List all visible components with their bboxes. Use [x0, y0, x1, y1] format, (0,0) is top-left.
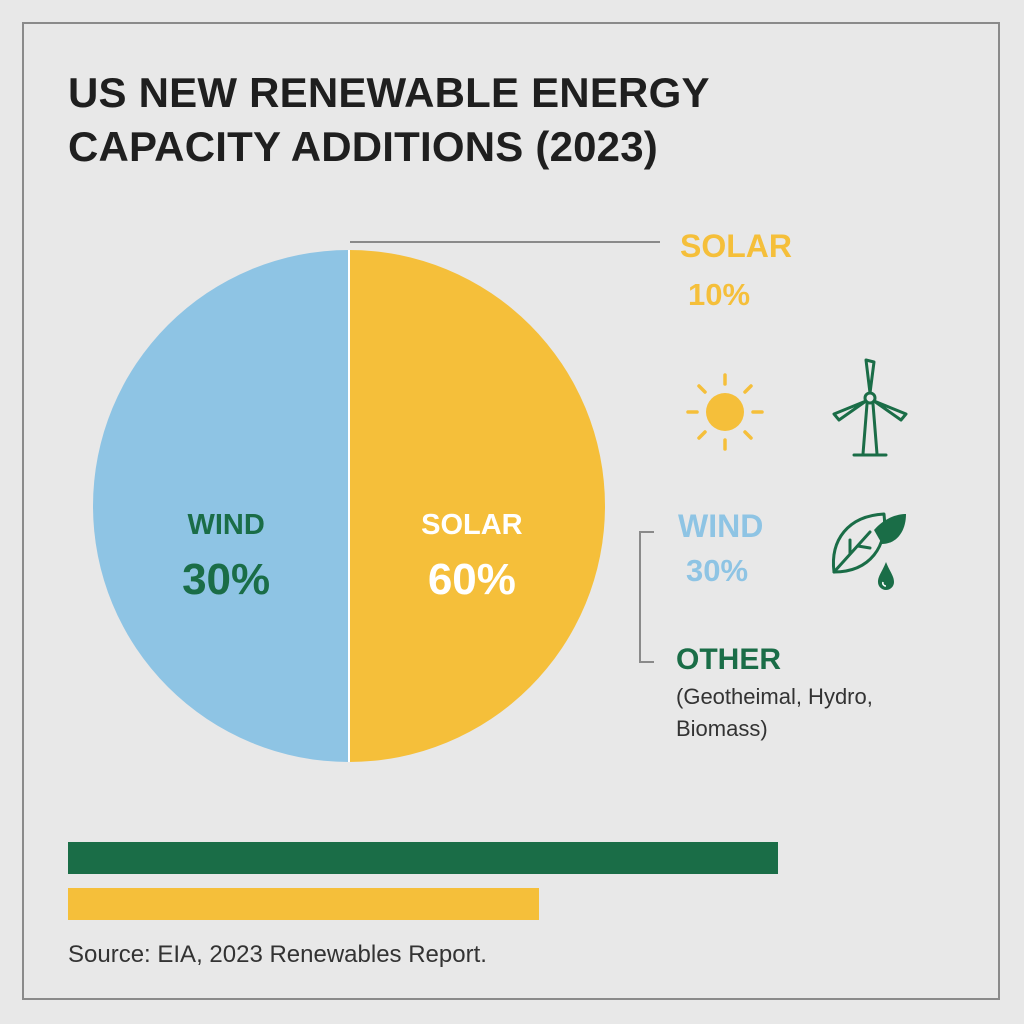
legend-solar-value: 10% — [688, 277, 751, 312]
source-note: Source: EIA, 2023 Renewables Report. — [68, 941, 487, 968]
chart-title-line-2: CAPACITY ADDITIONS (2023) — [68, 123, 658, 170]
pie-label-solar: SOLAR — [421, 509, 523, 541]
infographic-frame — [22, 22, 1000, 1000]
pie-slice-wind — [93, 250, 349, 762]
legend-other-label: OTHER — [676, 643, 781, 676]
chart-title-line-1: US NEW RENEWABLE ENERGY — [68, 69, 710, 116]
pie-label-wind: WIND — [187, 509, 264, 541]
legend-wind-label: WIND — [678, 508, 764, 544]
legend-other-note: (Geotheimal, Hydro, Biomass) — [676, 684, 873, 741]
pie-slice-labels: SOLAR 60% WIND 30% — [182, 509, 523, 604]
pie-slices — [93, 250, 605, 762]
pie-slice-solar — [349, 250, 605, 762]
leaf-drop-icon — [831, 512, 906, 590]
legend-bracket — [639, 531, 654, 663]
pie-value-solar: 60% — [428, 555, 516, 604]
pie-value-wind: 30% — [182, 555, 270, 604]
legend-wind-value: 30% — [686, 553, 749, 588]
sun-icon — [686, 373, 764, 451]
legend-solar-label: SOLAR — [680, 228, 792, 264]
bar-green — [68, 842, 778, 874]
chart-title: US NEW RENEWABLE ENERGY CAPACITY ADDITIO… — [68, 66, 710, 174]
wind-turbine-icon — [832, 358, 908, 457]
bar-yellow — [68, 888, 539, 920]
